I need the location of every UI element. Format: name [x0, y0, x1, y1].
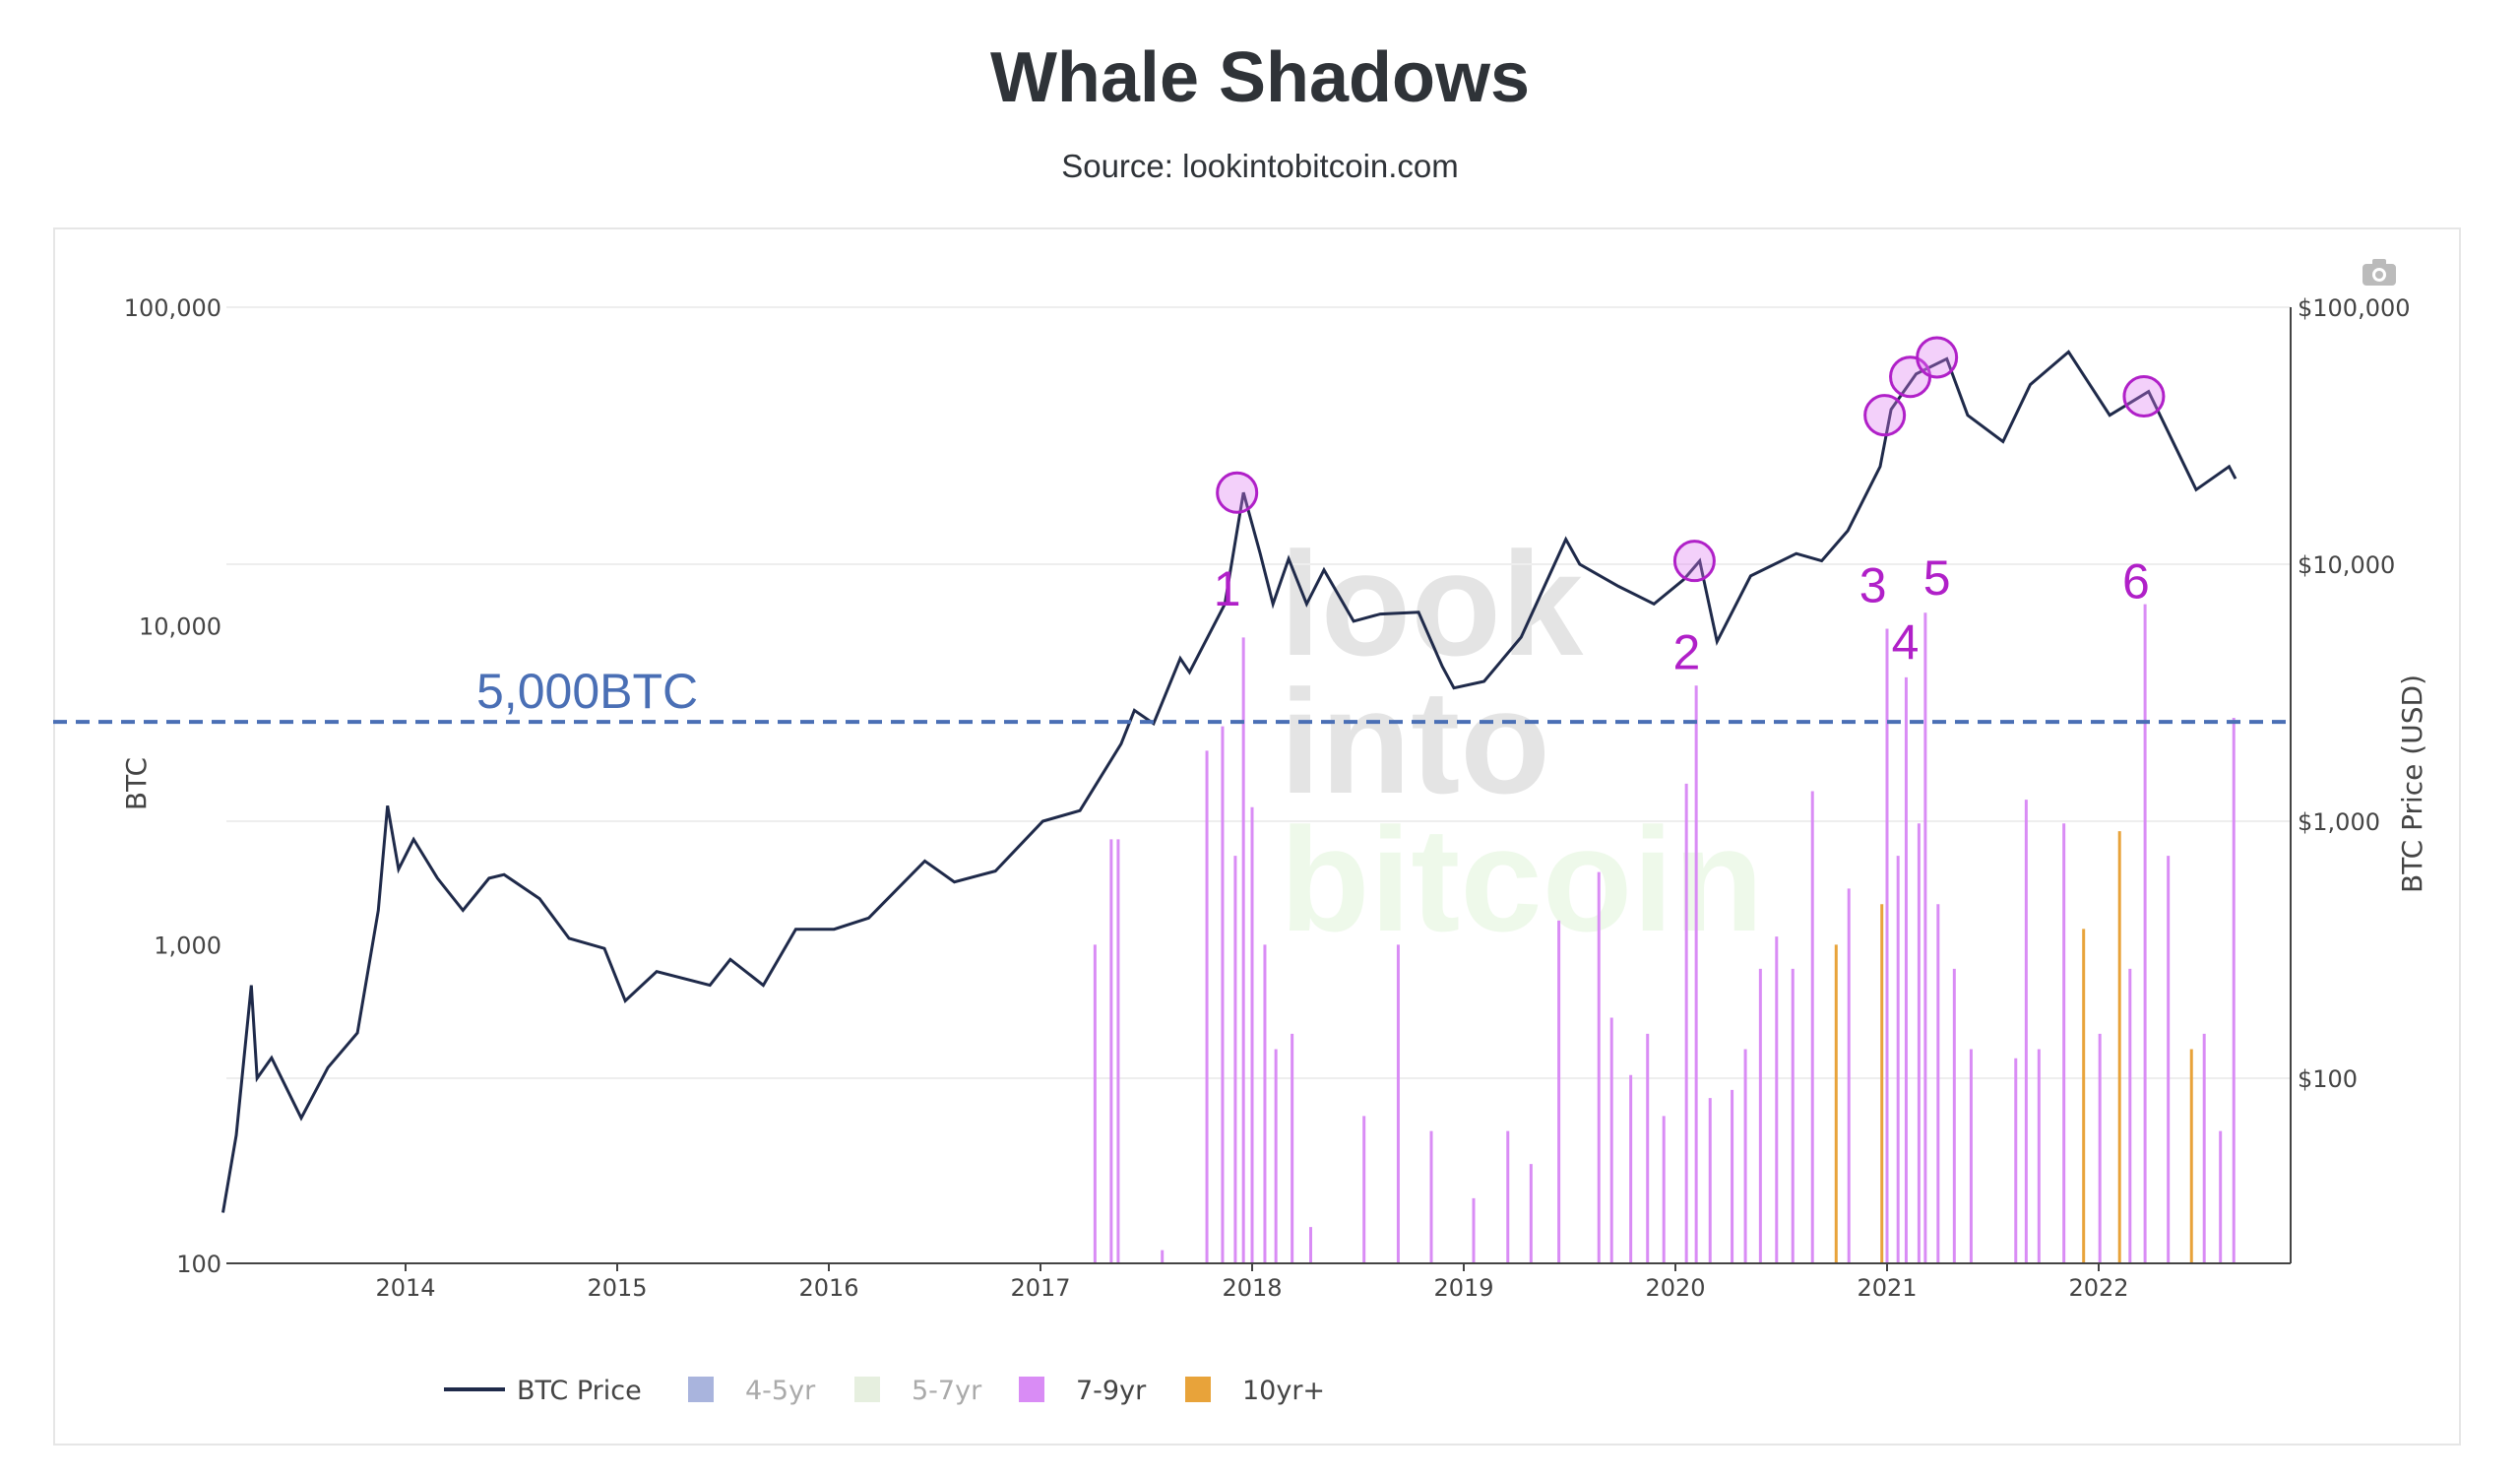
x-tick-label: 2022: [2068, 1274, 2128, 1302]
left-axis-title: BTC: [120, 757, 153, 810]
annotation-label: 1: [1214, 561, 1241, 616]
annotation-circle: [2122, 375, 2166, 418]
annotation-label: 5: [1923, 550, 1951, 606]
left-tick-label: 100,000: [124, 294, 221, 322]
x-tick-label: 2018: [1222, 1274, 1282, 1302]
legend-label: BTC Price: [517, 1376, 642, 1406]
chart-title: Whale Shadows: [989, 38, 1531, 117]
watermark-bitcoin: bitcoin: [1280, 797, 1764, 962]
legend-label: 4-5yr: [745, 1376, 816, 1406]
chart-frame: [53, 227, 2461, 1446]
legend-item-7-9yr[interactable]: 7-9yr: [1019, 1376, 1147, 1406]
right-tick-label: $100: [2298, 1065, 2358, 1093]
annotation-circle: [1672, 540, 1716, 583]
annotation-label: 2: [1672, 625, 1700, 680]
x-tick-label: 2014: [375, 1274, 435, 1302]
legend-item-10yr-[interactable]: 10yr+: [1185, 1376, 1325, 1406]
left-tick-label: 100: [176, 1251, 221, 1278]
btc-price-line: [221, 350, 2237, 1213]
annotation-circle: [1916, 336, 1959, 379]
legend-swatch: [1019, 1377, 1044, 1402]
camera-icon[interactable]: [2362, 259, 2396, 286]
legend-item-5-7yr[interactable]: 5-7yr: [854, 1376, 982, 1406]
right-tick-label: $1,000: [2298, 808, 2380, 836]
legend-swatch: [688, 1377, 714, 1402]
legend-item-btc-price[interactable]: BTC Price: [444, 1376, 642, 1406]
annotation-label: 4: [1892, 615, 1920, 671]
right-tick-label: $100,000: [2298, 294, 2411, 322]
watermark-look: look: [1280, 521, 1584, 686]
annotation-label: 3: [1859, 558, 1887, 613]
left-tick-label: 10,000: [139, 613, 221, 641]
right-axis-title: BTC Price (USD): [2396, 675, 2428, 893]
watermark-logo: look into bitcoin: [1280, 521, 1764, 962]
legend-label: 10yr+: [1242, 1376, 1325, 1406]
x-tick-label: 2015: [587, 1274, 647, 1302]
annotation-circle: [1216, 471, 1259, 514]
x-tick-label: 2017: [1010, 1274, 1070, 1302]
x-tick-label: 2016: [798, 1274, 858, 1302]
chart-subtitle: Source: lookintobitcoin.com: [1061, 148, 1459, 184]
right-tick-label: $10,000: [2298, 551, 2395, 579]
left-tick-label: 1,000: [154, 932, 221, 959]
legend-label: 7-9yr: [1076, 1376, 1147, 1406]
watermark-into: into: [1280, 659, 1550, 824]
annotation-label: 6: [2122, 554, 2150, 610]
legend-swatch: [1185, 1377, 1211, 1402]
legend-swatch: [854, 1377, 880, 1402]
legend-label: 5-7yr: [912, 1376, 982, 1406]
legend-item-4-5yr[interactable]: 4-5yr: [688, 1376, 816, 1406]
x-tick-label: 2019: [1433, 1274, 1493, 1302]
annotation-circle: [1863, 394, 1907, 437]
x-tick-label: 2021: [1857, 1274, 1917, 1302]
threshold-label: 5,000BTC: [476, 664, 698, 719]
x-tick-label: 2020: [1645, 1274, 1705, 1302]
